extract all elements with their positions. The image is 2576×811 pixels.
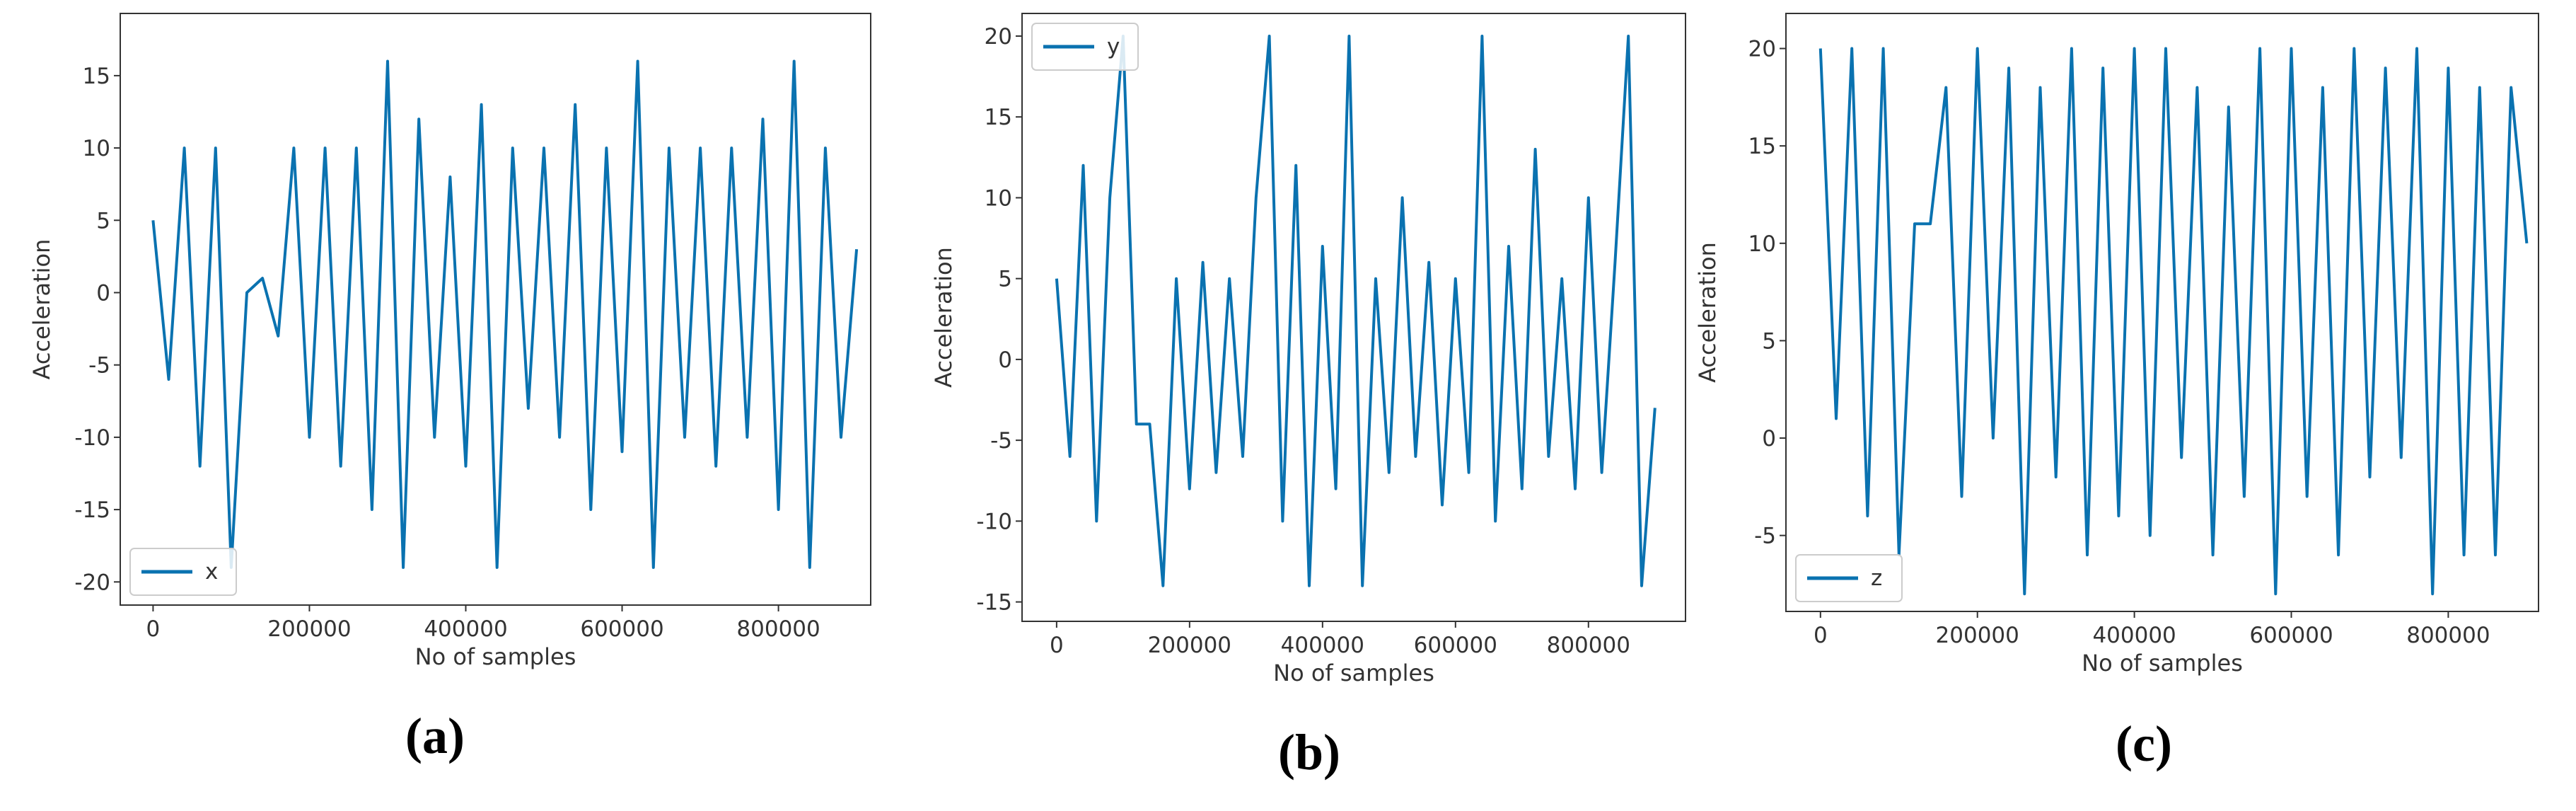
y-axis-label: Acceleration [1694, 242, 1721, 383]
y-tick-label: 0 [1762, 426, 1776, 451]
y-tick-label: -10 [976, 509, 1012, 534]
y-tick-label: -5 [88, 353, 110, 379]
x-axis-label: No of samples [415, 643, 576, 670]
y-axis-label: Acceleration [28, 239, 55, 380]
plot-frame [1785, 13, 2539, 612]
y-tick-label: 0 [96, 280, 110, 306]
x-tick-label: 400000 [424, 616, 507, 642]
x-tick-label: 600000 [2249, 623, 2333, 648]
x-tick-label: 400000 [2092, 623, 2176, 648]
legend-label: y [1107, 34, 1120, 59]
y-tick-label: 20 [985, 24, 1012, 50]
x-tick-label: 200000 [267, 616, 351, 642]
y-tick-label: -15 [976, 590, 1012, 616]
x-tick-label: 800000 [736, 616, 820, 642]
y-tick-label: -15 [74, 497, 110, 523]
panel-caption: (a) [405, 708, 465, 764]
y-axis-label: Acceleration [930, 247, 957, 388]
y-tick-label: -10 [74, 425, 110, 451]
x-tick-label: 400000 [1281, 633, 1364, 658]
y-tick-label: 5 [96, 208, 110, 234]
legend-label: x [205, 559, 218, 585]
y-tick-label: 5 [1762, 328, 1776, 354]
y-tick-label: -5 [990, 428, 1012, 454]
x-tick-label: 0 [1814, 623, 1828, 648]
data-line [1818, 47, 2529, 596]
legend-label: z [1871, 565, 1882, 591]
plot-frame [120, 13, 871, 606]
plot-frame [1021, 13, 1686, 622]
x-tick-label: 800000 [2406, 623, 2490, 648]
x-tick-label: 600000 [580, 616, 663, 642]
y-tick-label: 15 [985, 105, 1012, 130]
x-tick-label: 600000 [1414, 633, 1497, 658]
y-tick-label: 10 [83, 136, 110, 161]
y-tick-label: -20 [74, 570, 110, 595]
y-tick-label: -5 [1754, 524, 1776, 549]
y-tick-label: 10 [985, 185, 1012, 211]
x-axis-label: No of samples [1273, 660, 1434, 686]
panel-caption: (b) [1278, 724, 1340, 781]
x-tick-label: 0 [146, 616, 161, 642]
x-axis-label: No of samples [2082, 650, 2243, 677]
data-line [151, 59, 859, 569]
y-tick-label: 15 [83, 64, 110, 89]
data-line [1055, 35, 1657, 587]
y-tick-label: 15 [1748, 134, 1776, 159]
y-tick-label: 0 [998, 347, 1012, 373]
x-tick-label: 200000 [1148, 633, 1231, 658]
y-tick-label: 10 [1748, 231, 1776, 257]
y-tick-label: 5 [998, 267, 1012, 292]
panel-caption: (c) [2116, 715, 2172, 772]
y-tick-label: 20 [1748, 37, 1776, 62]
x-tick-label: 800000 [1547, 633, 1630, 658]
x-tick-label: 200000 [1936, 623, 2019, 648]
x-tick-label: 0 [1050, 633, 1064, 658]
